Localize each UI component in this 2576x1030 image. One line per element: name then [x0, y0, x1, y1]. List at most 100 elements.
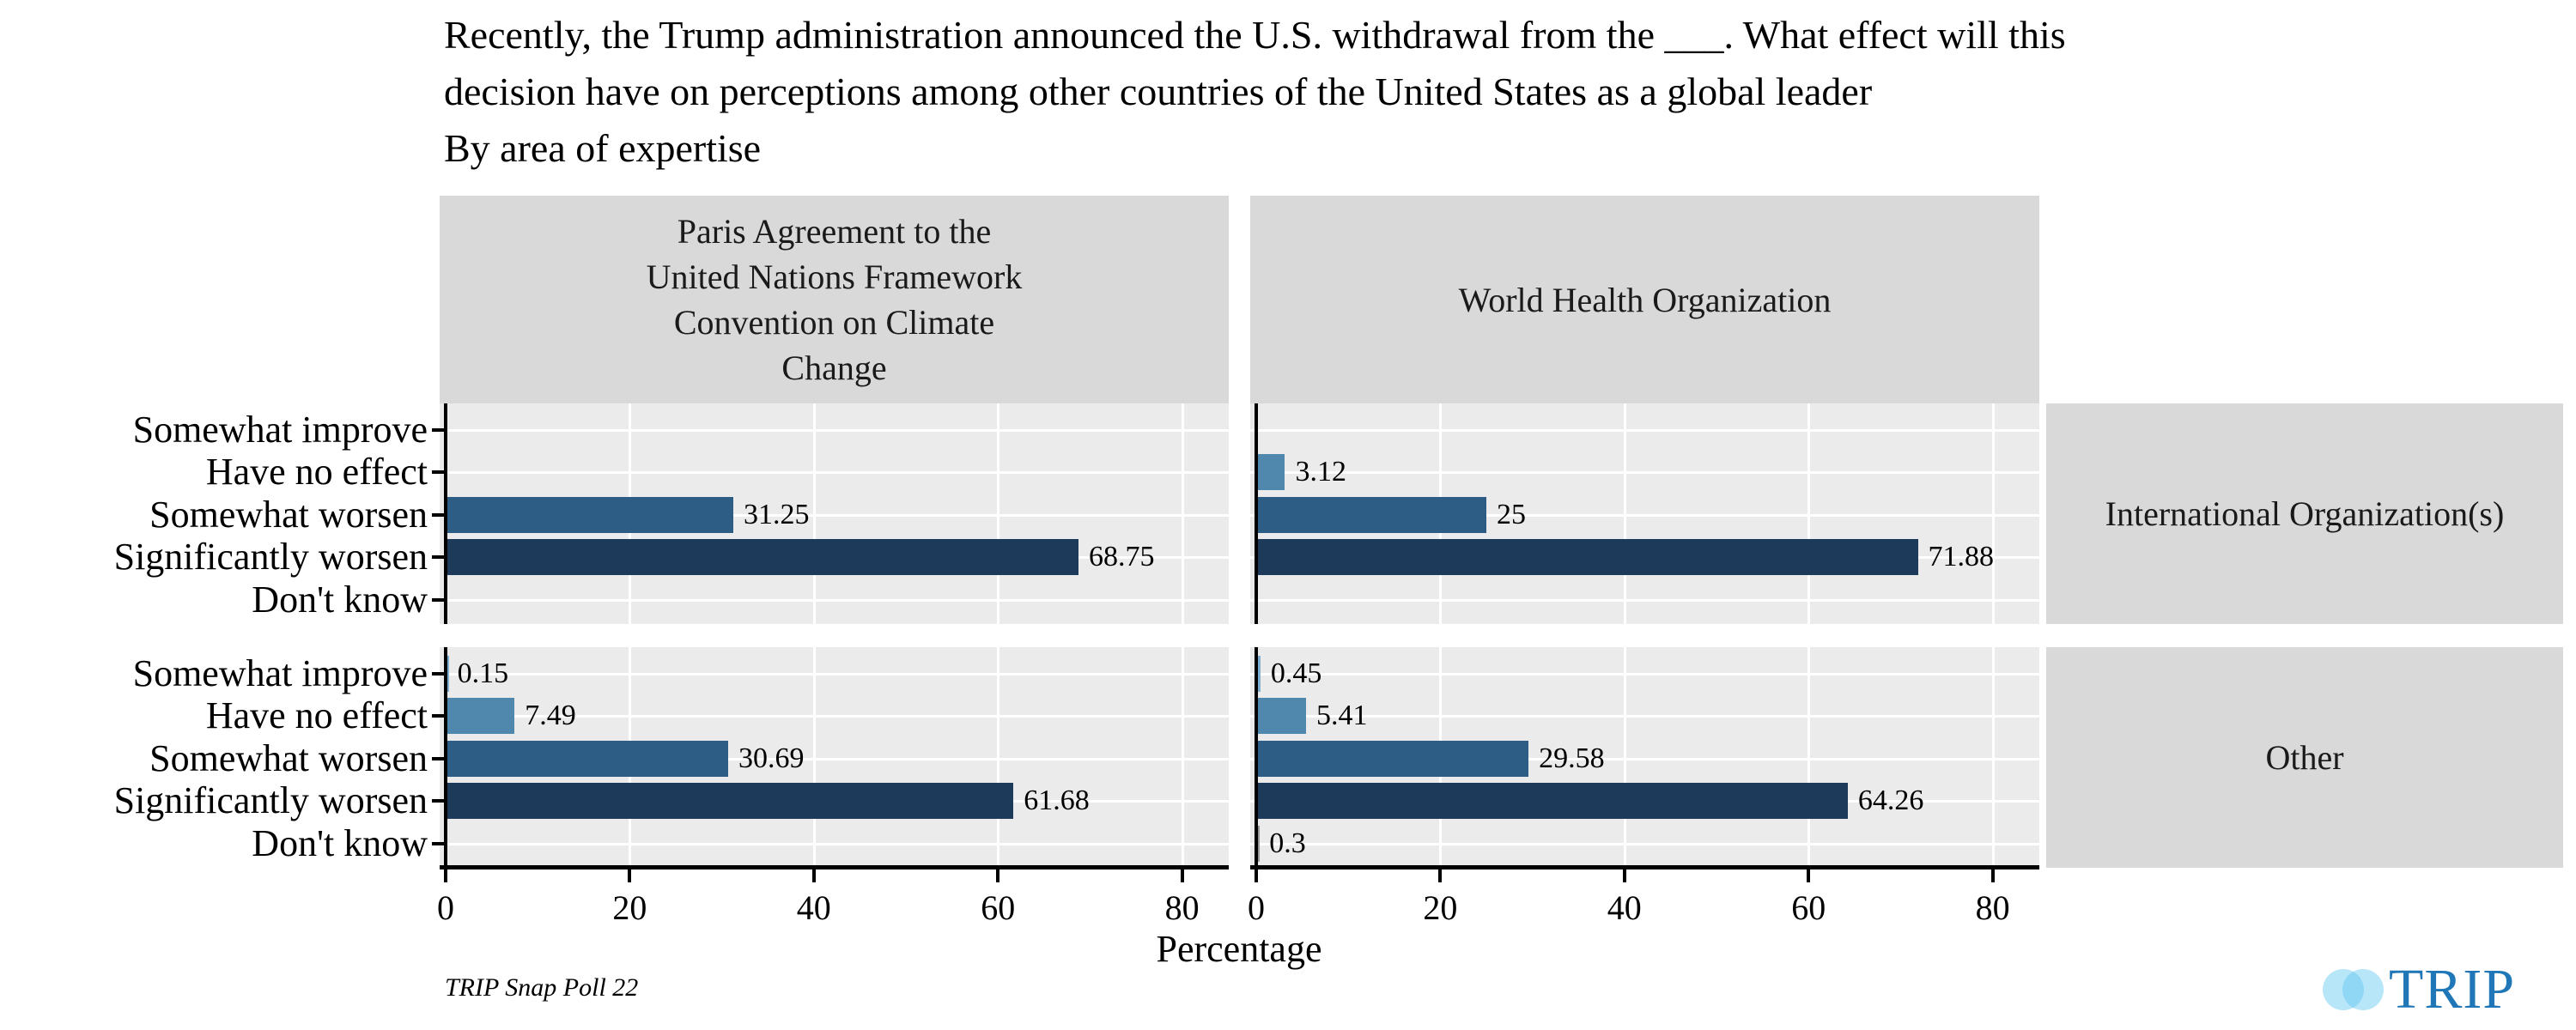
x-axis-tick-label: 20: [1423, 888, 1458, 927]
x-axis-tick: [1622, 869, 1626, 882]
y-axis-category-label: Significantly worsen: [113, 779, 428, 822]
bar-value-label: 0.15: [457, 657, 509, 689]
gridline-horizontal: [440, 757, 1229, 760]
x-axis-tick-label: 40: [1607, 888, 1642, 927]
trip-logo: TRIP: [2320, 954, 2515, 1025]
gridline-horizontal: [1250, 598, 2039, 602]
x-axis-tick: [1255, 869, 1258, 882]
bar-value-label: 68.75: [1089, 541, 1155, 573]
gridline-vertical: [812, 647, 816, 868]
y-axis-tick: [432, 512, 444, 517]
bar: [447, 496, 733, 533]
y-axis-category-label: Somewhat improve: [132, 409, 428, 451]
bar: [1258, 825, 1260, 862]
bar-value-label: 25: [1497, 498, 1526, 530]
gridline-horizontal: [1250, 471, 2039, 475]
x-axis-tick: [1807, 869, 1811, 882]
x-axis-tick-label: 20: [612, 888, 647, 927]
bar: [447, 656, 449, 692]
bar: [447, 698, 515, 735]
y-axis-category-label: Have no effect: [205, 451, 428, 494]
source-caption: TRIP Snap Poll 22: [445, 973, 639, 1002]
bar: [447, 539, 1078, 576]
y-axis-tick: [432, 555, 444, 560]
gridline-horizontal: [440, 673, 1229, 676]
y-axis-tick: [432, 428, 444, 432]
bar: [447, 783, 1014, 820]
bar: [1258, 740, 1529, 777]
gridline-vertical: [1807, 647, 1811, 868]
x-axis-tick-label: 60: [1791, 888, 1826, 927]
y-axis-category-label: Somewhat worsen: [149, 493, 428, 536]
gridline-horizontal: [440, 471, 1229, 475]
bar: [1258, 496, 1486, 533]
x-axis-tick: [1180, 869, 1184, 882]
bar: [1258, 539, 1918, 576]
x-axis-line: [440, 865, 1229, 869]
title-line-2: decision have on perceptions among other…: [444, 70, 1873, 113]
facet-panel: 0.45 5.41 29.58 64.26 0.3: [1250, 647, 2039, 868]
bar: [1258, 454, 1285, 491]
gridline-horizontal: [1250, 842, 2039, 845]
y-axis-tick: [432, 799, 444, 803]
y-axis-category-label: Significantly worsen: [113, 536, 428, 579]
gridline-vertical: [1623, 647, 1626, 868]
title-line-1: Recently, the Trump administration annou…: [444, 13, 2066, 57]
gridline-horizontal: [440, 842, 1229, 845]
y-axis-tick: [432, 597, 444, 602]
bar-value-label: 61.68: [1024, 785, 1090, 817]
bar-value-label: 29.58: [1539, 742, 1605, 774]
y-axis-line: [444, 647, 447, 868]
y-axis-tick: [432, 672, 444, 676]
bar-value-label: 7.49: [525, 700, 576, 732]
gridline-vertical: [1181, 647, 1184, 868]
x-axis-tick-label: 80: [1164, 888, 1200, 927]
x-axis-tick: [444, 869, 447, 882]
y-axis-category-label: Somewhat worsen: [149, 736, 428, 779]
x-axis-tick: [1438, 869, 1443, 882]
gridline-vertical: [1991, 403, 1995, 624]
y-axis-category-label: Don't know: [252, 821, 428, 864]
gridline-horizontal: [440, 715, 1229, 718]
gridline-horizontal: [440, 513, 1229, 517]
y-axis-line: [1255, 403, 1258, 624]
facet-row-header-other: Other: [2046, 647, 2563, 868]
chart-subtitle: By area of expertise: [444, 126, 762, 170]
bar-value-label: 64.26: [1857, 785, 1924, 817]
y-axis-tick: [432, 714, 444, 718]
gridline-vertical: [1181, 403, 1184, 624]
y-axis-line: [1255, 647, 1258, 868]
y-axis-category-label: Have no effect: [205, 694, 428, 737]
facet-panel: 31.25 68.75: [440, 403, 1229, 624]
logo-text: TRIP: [2389, 958, 2516, 1021]
x-axis-tick: [811, 869, 816, 882]
x-axis-tick-label: 0: [437, 888, 454, 927]
gridline-vertical: [997, 403, 1000, 624]
x-axis-tick-label: 40: [796, 888, 831, 927]
gridline-horizontal: [440, 598, 1229, 602]
gridline-vertical: [1807, 403, 1811, 624]
bar: [1258, 698, 1306, 735]
y-axis-tick: [432, 470, 444, 475]
gridline-horizontal: [1250, 757, 2039, 760]
x-axis-tick-label: 0: [1248, 888, 1265, 927]
gridline-vertical: [997, 647, 1000, 868]
bar-value-label: 3.12: [1295, 456, 1346, 488]
x-axis-tick: [628, 869, 632, 882]
facet-row-header-international-organizations: International Organization(s): [2046, 403, 2563, 624]
y-axis-category-label: Don't know: [252, 578, 428, 621]
chart-title: Recently, the Trump administration annou…: [444, 7, 2066, 177]
x-axis-tick: [1990, 869, 1995, 882]
facet-column-header-paris-agreement: Paris Agreement to the United Nations Fr…: [440, 196, 1229, 403]
gridline-horizontal: [1250, 513, 2039, 517]
bar-value-label: 30.69: [738, 742, 805, 774]
bar: [1258, 656, 1261, 692]
y-axis-category-label: Somewhat improve: [132, 652, 428, 694]
gridline-vertical: [1991, 647, 1995, 868]
x-axis-title: Percentage: [1156, 928, 1322, 970]
bar: [1258, 783, 1848, 820]
facet-panel: 0.15 7.49 30.69 61.68: [440, 647, 1229, 868]
facet-column-header-who: World Health Organization: [1250, 196, 2039, 403]
